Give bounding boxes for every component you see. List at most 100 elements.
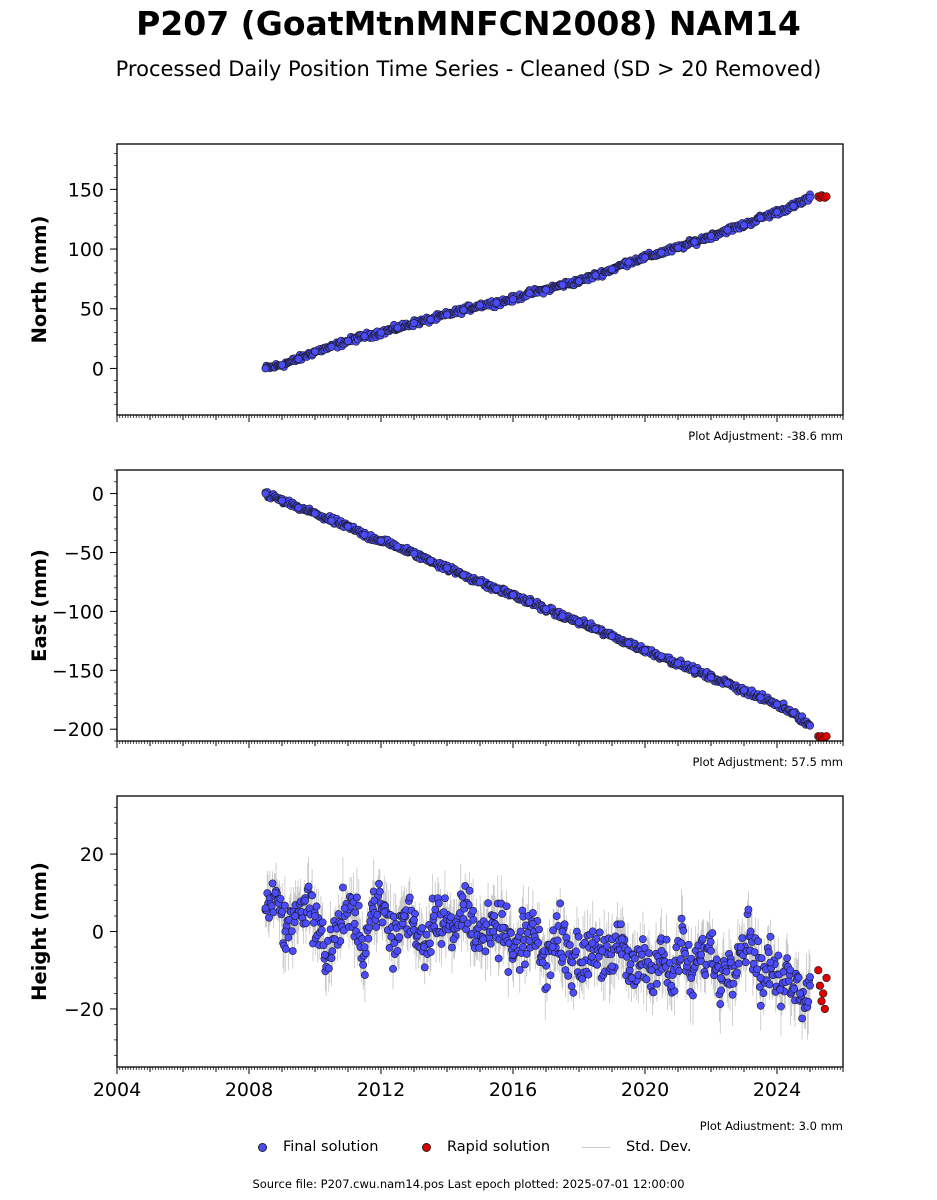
legend-std-marker (582, 1146, 610, 1148)
final-point (434, 899, 443, 908)
final-point (645, 949, 653, 958)
final-point (504, 968, 513, 976)
final-point (390, 939, 399, 948)
legend: Final solution Rapid solution Std. Dev. (0, 1136, 937, 1158)
final-point (498, 910, 507, 918)
final-point (756, 1001, 765, 1010)
rapid-point (815, 981, 825, 990)
final-point (740, 686, 748, 695)
final-point (278, 360, 286, 369)
final-point (564, 971, 572, 980)
x-tick-label: 2012 (357, 1079, 405, 1101)
final-point (265, 913, 273, 922)
final-point (598, 946, 606, 955)
final-point (759, 989, 768, 998)
final-point (542, 285, 550, 294)
final-point (789, 708, 798, 717)
final-point (717, 986, 726, 995)
final-point (677, 939, 686, 948)
final-point (712, 955, 721, 964)
plot-frame (116, 469, 844, 742)
y-tick-label: −150 (52, 660, 104, 682)
final-point (525, 289, 534, 298)
final-point (777, 1002, 785, 1011)
y-axis-label: Height (mm) (28, 862, 51, 1001)
final-point (676, 955, 685, 964)
final-point (330, 935, 339, 944)
final-point (463, 919, 472, 928)
final-point (486, 939, 495, 948)
rapid-point (814, 966, 823, 975)
final-series (261, 879, 814, 1023)
rapid-point (822, 192, 831, 201)
y-tick-label: 0 (92, 922, 104, 944)
final-point (280, 901, 289, 910)
final-point (344, 522, 352, 531)
final-point (492, 585, 501, 593)
final-point (806, 973, 814, 981)
final-point (507, 929, 515, 937)
final-point (372, 923, 381, 931)
y-tick-label: 150 (68, 179, 104, 201)
final-point (378, 918, 387, 927)
final-point (575, 618, 583, 626)
final-point (595, 928, 604, 937)
final-point (641, 646, 649, 655)
final-point (479, 935, 488, 944)
final-point (516, 927, 525, 936)
final-point (558, 953, 567, 962)
final-point (602, 942, 611, 951)
final-point (649, 988, 658, 997)
final-point (418, 924, 426, 932)
final-point (370, 896, 379, 905)
final-point (311, 509, 319, 518)
y-tick-label: 0 (92, 484, 104, 506)
final-point (304, 882, 313, 891)
final-point (459, 900, 468, 909)
final-point (268, 879, 277, 888)
final-point (542, 605, 550, 613)
final-point (294, 354, 303, 363)
final-point (657, 946, 666, 955)
final-point (281, 945, 290, 953)
final-point (405, 893, 414, 902)
final-point (509, 590, 517, 599)
final-point (674, 243, 682, 252)
y-tick-label: 0 (92, 358, 104, 380)
final-point (261, 904, 270, 913)
final-point (538, 958, 547, 967)
final-point (766, 932, 775, 941)
final-point (690, 237, 699, 246)
final-point (726, 958, 735, 967)
y-tick-label: 100 (68, 239, 104, 261)
legend-rapid: Rapid solution (422, 1136, 550, 1158)
final-point (443, 310, 451, 319)
final-point (387, 932, 396, 941)
final-point (302, 919, 310, 928)
plot-area (261, 190, 831, 373)
final-point (697, 950, 705, 959)
y-tick-label: 20 (80, 844, 104, 866)
final-point (509, 950, 517, 959)
final-point (783, 954, 792, 962)
final-point (553, 936, 562, 945)
final-point (558, 280, 567, 289)
final-point (317, 926, 326, 935)
rapid-point (822, 732, 831, 741)
source-footer: Source file: P207.cwu.nam14.pos Last epo… (252, 1177, 685, 1191)
plot-area (261, 488, 831, 741)
final-point (552, 912, 561, 921)
legend-std: Std. Dev. (582, 1136, 691, 1158)
final-point (616, 920, 625, 929)
final-point (529, 909, 537, 917)
final-point (499, 923, 507, 932)
legend-final-marker (258, 1142, 267, 1152)
final-point (584, 970, 593, 979)
legend-std-label: Std. Dev. (626, 1139, 692, 1155)
final-point (706, 937, 715, 946)
final-point (653, 979, 661, 988)
final-point (422, 930, 431, 939)
final-point (410, 549, 418, 558)
final-point (437, 940, 446, 948)
final-point (593, 960, 602, 969)
